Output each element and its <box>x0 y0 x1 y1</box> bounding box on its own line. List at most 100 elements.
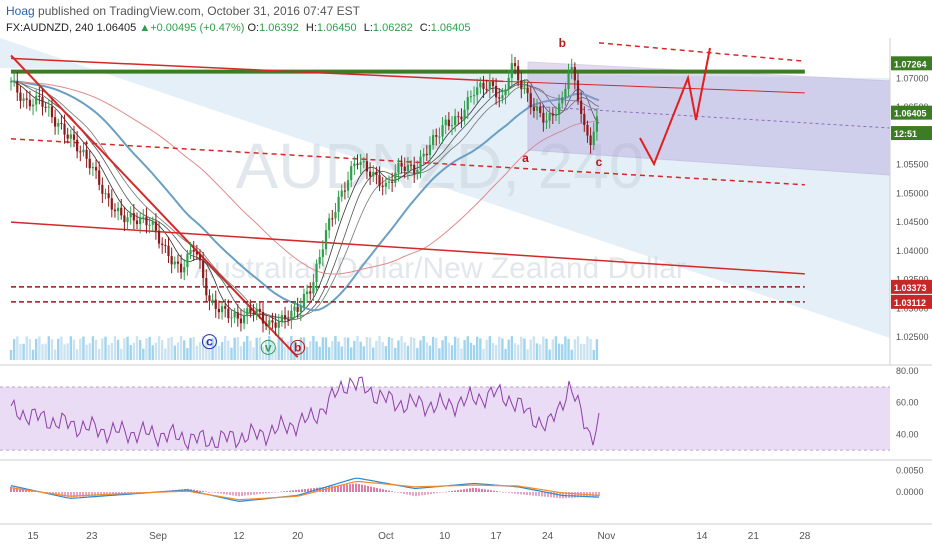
volume-bar <box>548 349 551 360</box>
macd-histogram-bar <box>364 485 366 492</box>
candle-body <box>564 88 567 98</box>
chart-area[interactable]: AUDNZD, 240 Australian Dollar/New Zealan… <box>0 38 932 550</box>
volume-bar <box>167 338 170 360</box>
last-price: 1.06405 <box>96 22 137 34</box>
candle-body <box>145 216 148 226</box>
volume-bar <box>539 344 542 360</box>
candle-body <box>154 221 157 231</box>
volume-bar <box>362 346 365 360</box>
volume-bar <box>211 337 214 360</box>
candle-body <box>561 97 564 104</box>
volume-bar <box>510 336 514 360</box>
candle-body <box>394 172 397 183</box>
macd-histogram-bar <box>235 492 237 496</box>
volume-bar <box>353 340 356 360</box>
macd-histogram-bar <box>319 487 321 492</box>
macd-histogram-bar <box>352 483 354 492</box>
time-tick-label: 17 <box>491 531 503 542</box>
macd-histogram-bar <box>55 492 57 495</box>
candle-body <box>173 261 176 265</box>
macd-histogram-bar <box>25 489 27 492</box>
volume-bar <box>532 336 536 360</box>
macd-histogram-bar <box>280 491 282 493</box>
volume-bar <box>69 336 73 360</box>
watermark-symbol: AUDNZD, 240 <box>236 130 645 202</box>
macd-histogram-bar <box>451 490 453 492</box>
candle-body <box>428 145 432 156</box>
volume-bar <box>419 340 422 360</box>
candle-body <box>306 291 309 295</box>
candle-body <box>495 86 498 98</box>
macd-histogram-bar <box>52 492 54 495</box>
time-axis: 15 23 Sep 12 20 Oct 10 17 24 Nov 14 21 28 <box>27 531 810 542</box>
author-name[interactable]: Hoag <box>6 4 35 18</box>
macd-histogram-bar <box>274 492 276 493</box>
macd-histogram-bar <box>424 492 426 495</box>
volume-bar <box>287 341 290 360</box>
macd-histogram-bar <box>103 492 105 496</box>
macd-histogram-bar <box>460 489 462 492</box>
price-pane[interactable]: AUDNZD, 240 Australian Dollar/New Zealan… <box>0 38 932 365</box>
ma-line <box>10 80 600 312</box>
candle-body <box>63 123 66 135</box>
macd-histogram-bar <box>247 492 249 496</box>
trend-line <box>598 42 805 62</box>
macd-histogram-bar <box>442 492 444 493</box>
volume-bar <box>208 347 211 360</box>
volume-bar <box>233 337 236 360</box>
candle-body <box>211 299 214 302</box>
price-tag-label: 1.03112 <box>894 298 926 308</box>
candle-body <box>353 163 356 167</box>
price-tag <box>891 279 932 294</box>
candle-body <box>44 106 47 108</box>
candle-body <box>592 131 595 146</box>
macd-histogram-bar <box>253 492 255 495</box>
volume-bar <box>246 336 249 360</box>
candle-body <box>176 261 180 264</box>
volume-bar <box>529 339 532 360</box>
macd-histogram-bar <box>547 492 549 498</box>
macd-histogram-bar <box>211 492 213 493</box>
ma-line <box>10 79 600 323</box>
macd-histogram-bar <box>526 492 528 496</box>
candle-body <box>76 139 79 152</box>
candle-body <box>378 174 381 186</box>
macd-histogram-bar <box>409 492 411 496</box>
volume-bar <box>409 336 413 360</box>
macd-histogram-bar <box>418 492 420 496</box>
candle-body <box>334 211 337 219</box>
volume-bar <box>230 347 233 360</box>
candle-body <box>277 321 280 328</box>
volume-bar <box>516 344 520 360</box>
candle-body <box>142 216 145 218</box>
candle-body <box>463 109 466 120</box>
volume-bar <box>334 336 337 360</box>
volume-bar <box>390 337 394 360</box>
volume-bar <box>416 348 419 360</box>
volume-bar <box>154 342 158 360</box>
volume-bar <box>224 336 227 360</box>
macd-histogram-bar <box>481 488 483 492</box>
candle-body <box>409 164 413 166</box>
volume-bar <box>25 336 28 360</box>
candle-body <box>554 114 558 116</box>
candle-body <box>224 306 227 309</box>
candle-body <box>337 196 340 212</box>
candle-body <box>397 162 400 173</box>
macd-histogram-bar <box>13 487 15 492</box>
price-tick-label: 1.04500 <box>896 217 929 227</box>
macd-histogram-bar <box>22 488 24 492</box>
macd-tick-label: 0.0050 <box>896 466 924 476</box>
price-tick-label: 1.03500 <box>896 275 929 285</box>
time-tick-label: 24 <box>542 531 554 542</box>
volume-bar <box>372 347 375 360</box>
candle-body <box>479 82 482 88</box>
rsi-pane[interactable]: 40.00 60.00 80.00 <box>0 366 919 451</box>
candle-body <box>435 135 438 137</box>
chart-header: Hoag published on TradingView.com, Octob… <box>0 0 932 38</box>
candle-body <box>369 171 372 177</box>
macd-histogram-bar <box>295 490 297 492</box>
volume-bar <box>249 340 252 360</box>
macd-pane[interactable]: 0.0050 0.0000 <box>10 466 924 503</box>
candle-body <box>583 113 586 126</box>
